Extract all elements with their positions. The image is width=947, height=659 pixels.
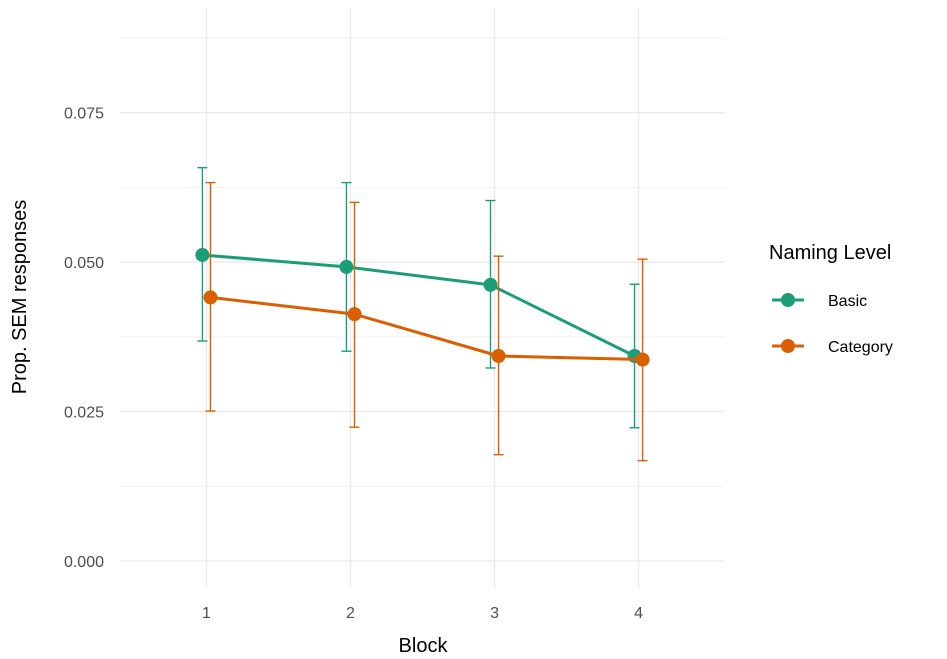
data-point — [195, 247, 210, 262]
legend-label: Basic — [828, 293, 867, 310]
y-tick-label: 0.050 — [64, 255, 104, 272]
series-line — [210, 295, 643, 362]
legend: Naming Level Basic Category — [769, 242, 893, 356]
x-axis-ticks: 1 2 3 4 — [202, 605, 643, 622]
y-axis-title: Prop. SEM responses — [9, 200, 31, 395]
x-tick-label: 3 — [490, 605, 499, 622]
legend-label: Category — [828, 339, 893, 356]
legend-key-point — [781, 339, 795, 353]
x-tick-label: 1 — [202, 605, 211, 622]
legend-item-basic: Basic — [772, 293, 867, 310]
data-point — [347, 307, 362, 322]
legend-title: Naming Level — [769, 242, 891, 264]
x-tick-label: 4 — [634, 605, 643, 622]
data-point — [203, 290, 218, 305]
legend-item-category: Category — [772, 339, 893, 356]
data-point — [483, 277, 498, 292]
y-tick-label: 0.075 — [64, 106, 104, 123]
y-axis-ticks: 0.000 0.025 0.050 0.075 — [64, 106, 104, 571]
y-tick-label: 0.025 — [64, 405, 104, 422]
series-layer — [195, 166, 650, 462]
data-point — [491, 349, 506, 363]
legend-key-point — [781, 293, 795, 307]
x-tick-label: 2 — [346, 605, 355, 622]
y-tick-label: 0.000 — [64, 554, 104, 571]
series-basic — [195, 166, 642, 429]
data-point — [339, 259, 354, 274]
series-category — [203, 181, 650, 462]
series-line — [202, 253, 636, 358]
x-axis-title: Block — [399, 635, 449, 657]
data-point — [635, 352, 650, 367]
